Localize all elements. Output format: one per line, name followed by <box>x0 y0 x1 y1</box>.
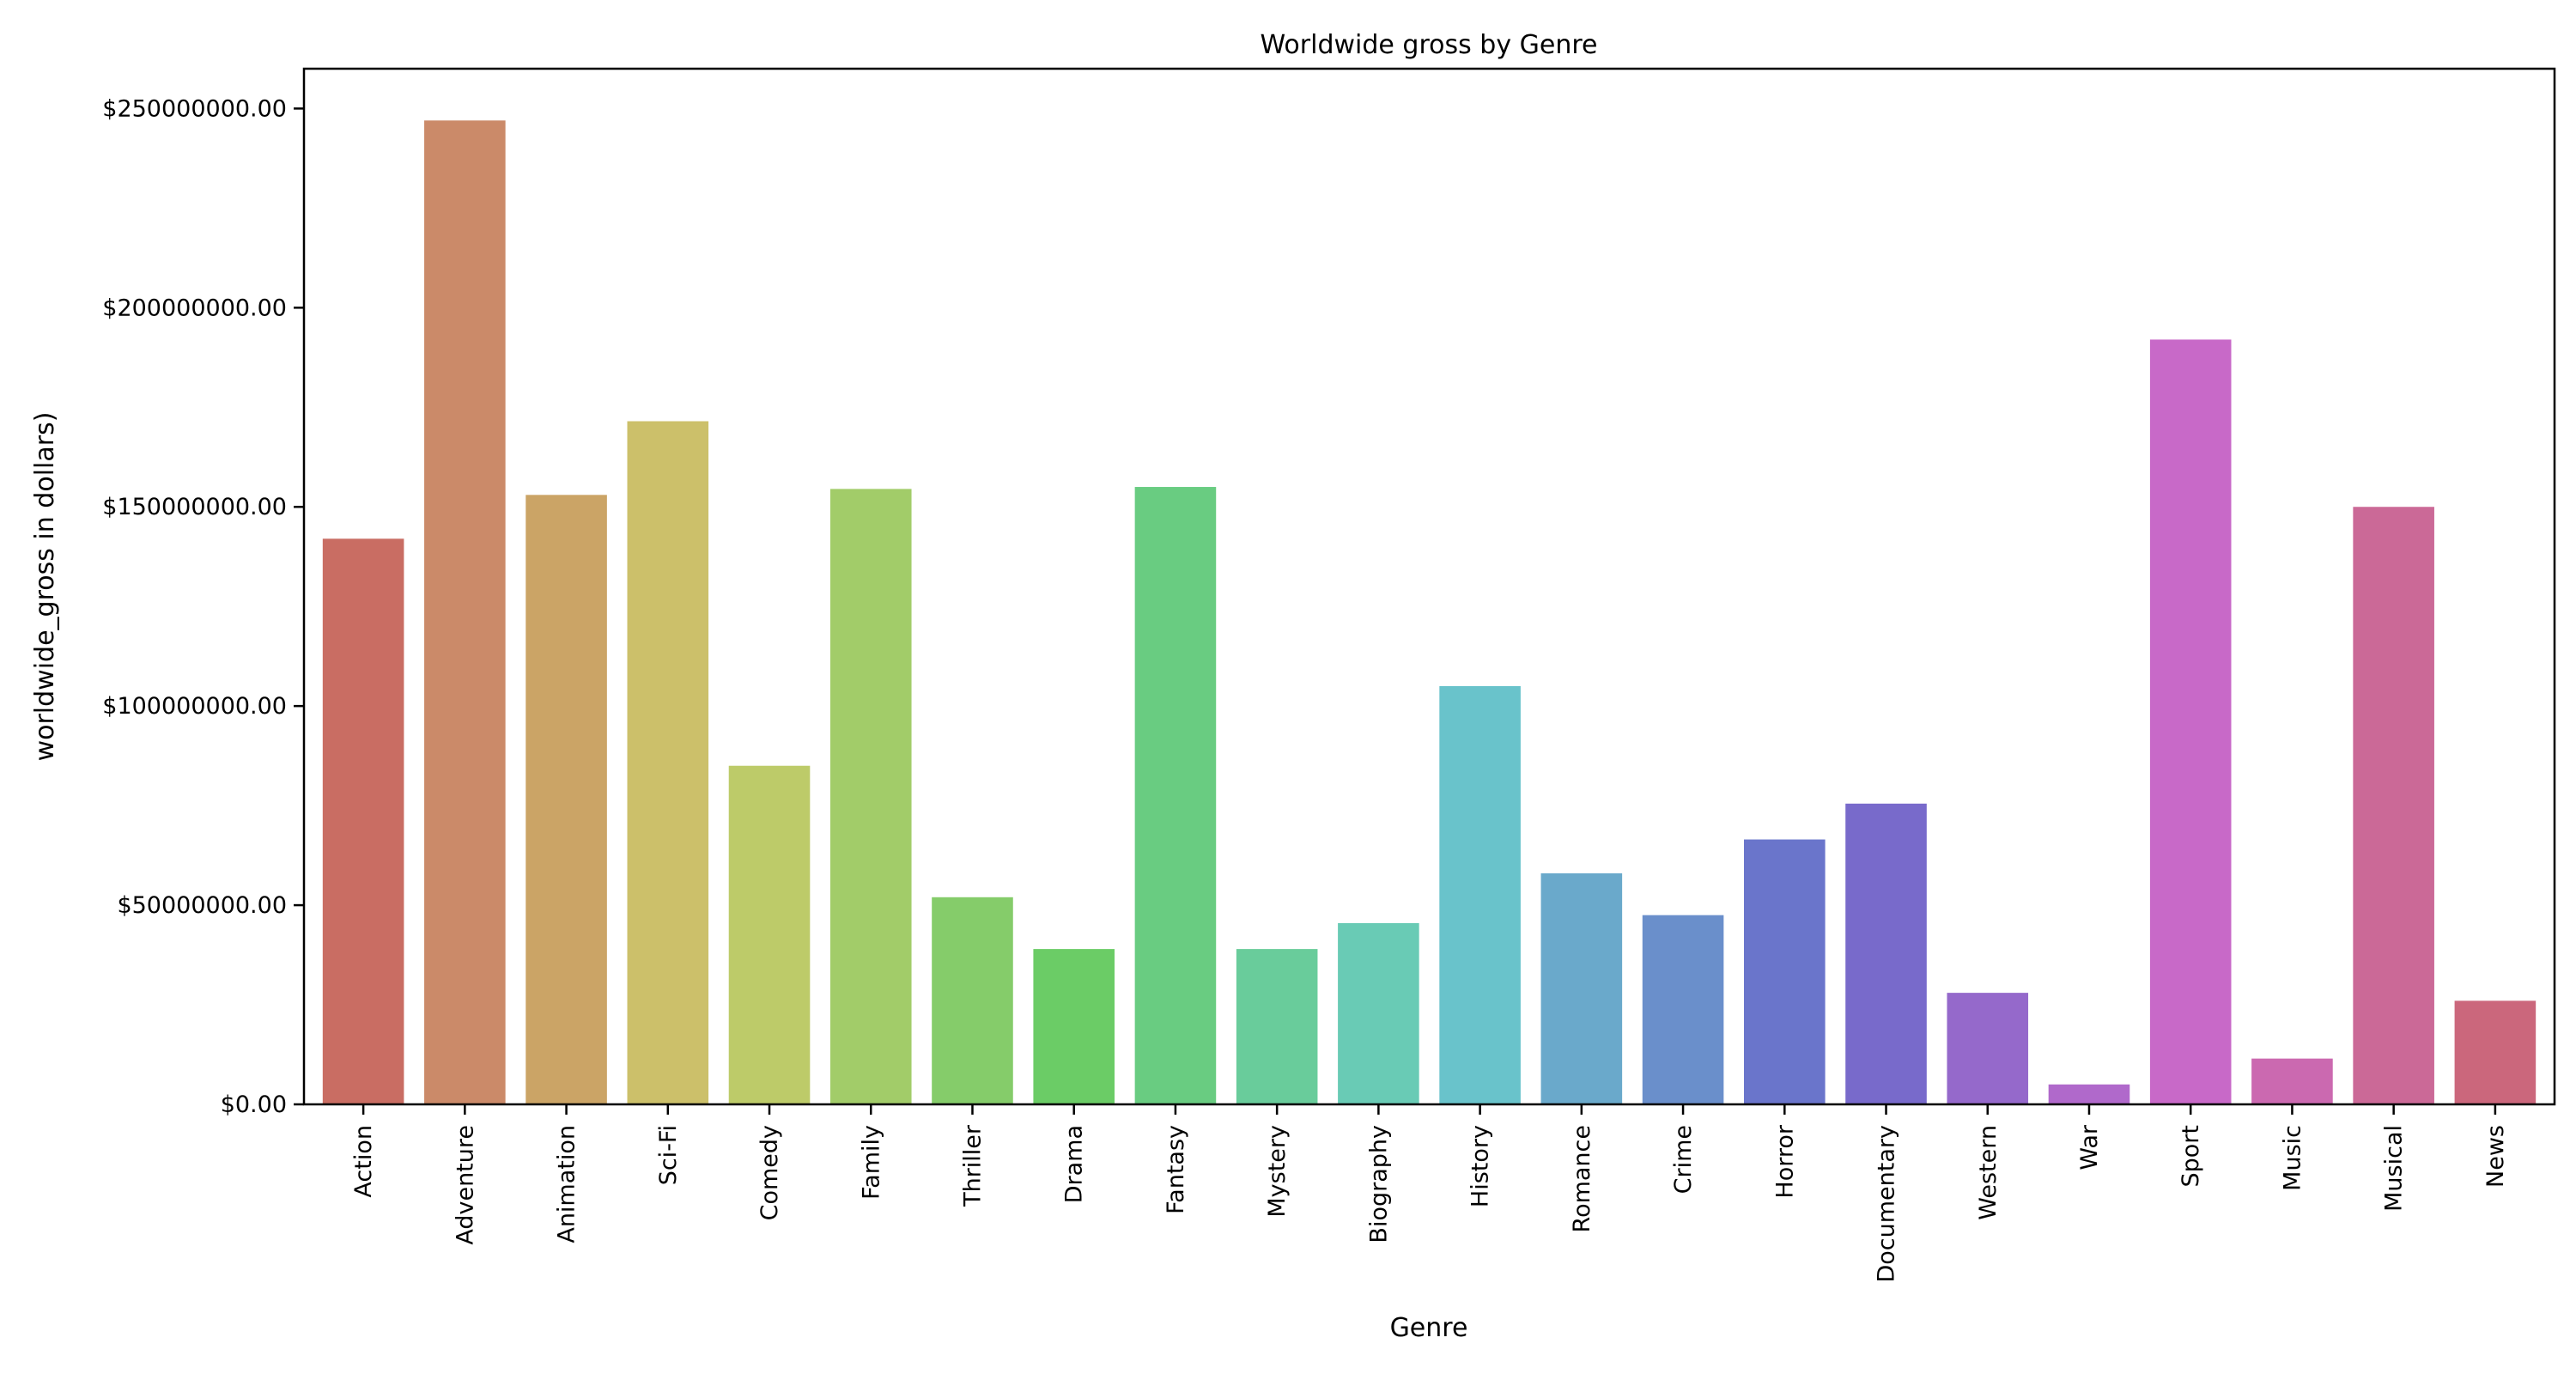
x-tick-label-family: Family <box>858 1125 884 1200</box>
x-axis: Action Adventure Animation Sci-Fi Comedy Fami… <box>350 1104 2509 1283</box>
bar-comedy <box>728 765 811 1104</box>
x-axis-label: Genre <box>1390 1313 1468 1343</box>
x-tick-label-sci-fi: Sci-Fi <box>655 1125 682 1185</box>
x-tick-label-drama: Drama <box>1061 1125 1088 1203</box>
x-tick-label-western: Western <box>1975 1125 2002 1220</box>
bar-news <box>2454 1000 2537 1104</box>
bar-family <box>829 489 912 1104</box>
x-tick-label-horror: Horror <box>1771 1124 1798 1198</box>
bar-adventure <box>424 120 506 1104</box>
bar-drama <box>1033 949 1115 1104</box>
plot-frame <box>302 67 2556 1106</box>
bars-group <box>322 120 2537 1104</box>
x-tick-label-adventure: Adventure <box>452 1125 478 1245</box>
y-tick-label-1: $50000000.00 <box>117 892 287 919</box>
x-tick-label-history: History <box>1467 1125 1494 1207</box>
y-tick-label-0: $0.00 <box>221 1091 287 1118</box>
y-tick-label-2: $100000000.00 <box>102 693 287 720</box>
x-tick-label-action: Action <box>350 1125 377 1198</box>
bar-sport <box>2149 339 2232 1104</box>
x-tick-label-crime: Crime <box>1670 1125 1697 1194</box>
x-tick-label-fantasy: Fantasy <box>1163 1125 1189 1214</box>
bar-horror <box>1744 839 1826 1104</box>
x-tick-label-musical: Musical <box>2381 1125 2408 1212</box>
x-tick-label-thriller: Thriller <box>959 1124 986 1207</box>
x-tick-label-biography: Biography <box>1365 1125 1392 1243</box>
bar-history <box>1439 685 1521 1104</box>
bar-war <box>2048 1084 2130 1104</box>
x-tick-label-romance: Romance <box>1569 1125 1595 1232</box>
bar-animation <box>526 495 607 1104</box>
bar-biography <box>1338 922 1419 1104</box>
bar-thriller <box>932 897 1013 1104</box>
bar-music <box>2251 1058 2333 1104</box>
y-axis: $0.00 $50000000.00 $100000000.00 $150000000… <box>102 95 304 1118</box>
bar-musical <box>2353 507 2434 1104</box>
y-tick-label-5: $250000000.00 <box>102 95 287 122</box>
bar-documentary <box>1845 803 1927 1104</box>
bar-fantasy <box>1134 487 1217 1104</box>
chart-title: Worldwide gross by Genre <box>1261 30 1598 60</box>
bar-mystery <box>1236 949 1318 1104</box>
x-tick-label-animation: Animation <box>554 1125 580 1243</box>
bar-romance <box>1540 872 1623 1104</box>
bar-sci-fi <box>627 421 709 1104</box>
y-tick-label-3: $150000000.00 <box>102 494 287 520</box>
x-tick-label-news: News <box>2482 1125 2509 1188</box>
bar-western <box>1947 993 2029 1104</box>
x-tick-label-sport: Sport <box>2178 1125 2204 1187</box>
x-tick-label-documentary: Documentary <box>1874 1125 1900 1283</box>
y-tick-label-4: $200000000.00 <box>102 295 287 321</box>
y-axis-label: worldwide_gross in dollars) <box>30 412 60 762</box>
bar-crime <box>1642 915 1724 1104</box>
x-tick-label-mystery: Mystery <box>1264 1125 1291 1218</box>
x-tick-label-music: Music <box>2279 1125 2306 1191</box>
x-tick-label-comedy: Comedy <box>756 1125 783 1220</box>
bar-action <box>322 538 404 1104</box>
x-tick-label-war: War <box>2076 1124 2103 1170</box>
